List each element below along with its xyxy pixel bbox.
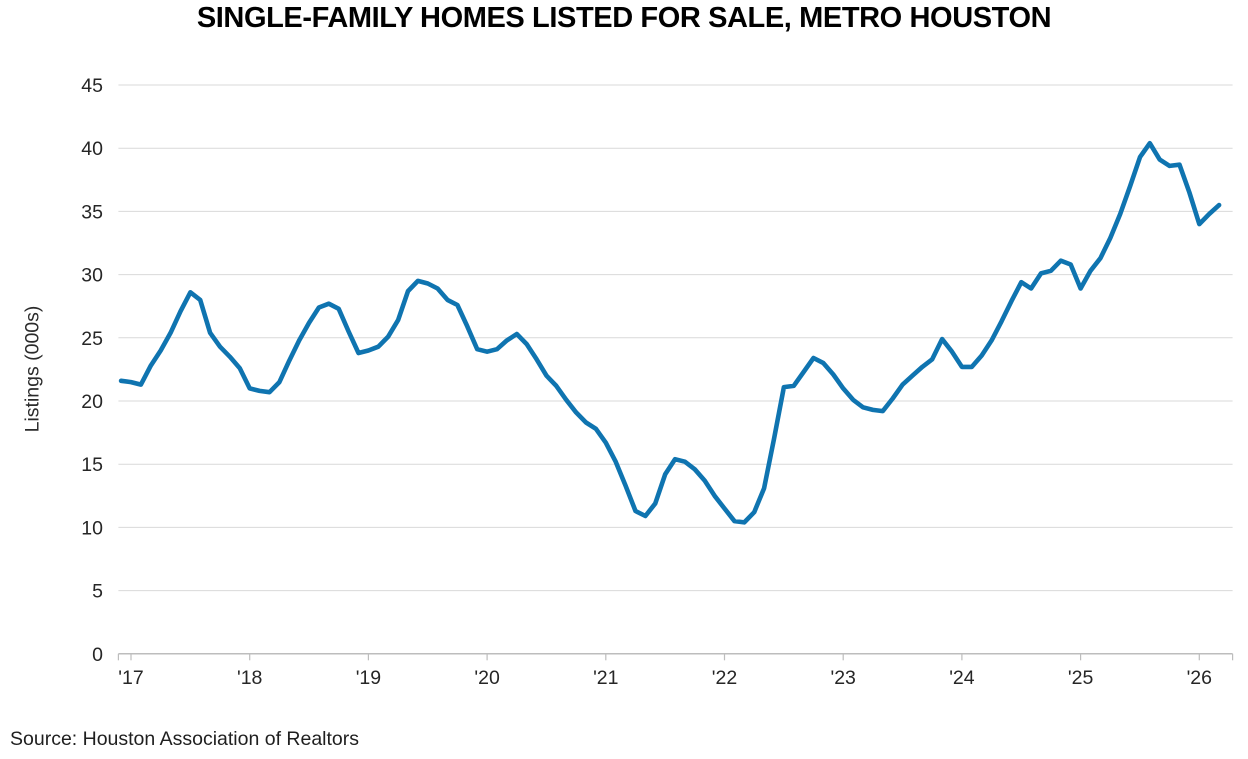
x-axis-tick-label: '21 <box>593 667 618 689</box>
chart-title: SINGLE-FAMILY HOMES LISTED FOR SALE, MET… <box>196 2 1052 34</box>
x-axis-tick-label: '17 <box>118 667 143 689</box>
y-axis-tick-label: 40 <box>81 138 103 160</box>
y-axis-tick-label: 35 <box>81 201 103 223</box>
x-axis-tick-label: '18 <box>237 667 262 689</box>
y-axis-tick-label: 10 <box>81 517 103 539</box>
y-axis-tick-label: 15 <box>81 454 103 476</box>
y-axis-tick-label: 20 <box>81 391 103 413</box>
x-axis-tick-label: '20 <box>474 667 500 689</box>
source-note: Source: Houston Association of Realtors <box>10 728 360 750</box>
x-axis-tick-label: '25 <box>1068 667 1094 689</box>
x-axis-tick-label: '22 <box>712 667 737 689</box>
y-axis-tick-label: 5 <box>92 581 103 603</box>
y-axis-tick-label: 25 <box>81 328 103 350</box>
x-axis-tick-label: '24 <box>949 667 975 689</box>
y-axis-tick-label: 30 <box>81 265 103 287</box>
listings-data-line <box>118 140 1222 525</box>
x-axis-tick-label: '26 <box>1187 667 1212 689</box>
x-axis-tick-label: '23 <box>830 667 855 689</box>
x-axis-tick-label: '19 <box>356 667 381 689</box>
y-axis-tick-label: 0 <box>92 644 103 666</box>
y-axis-tick-label: 45 <box>81 75 103 97</box>
